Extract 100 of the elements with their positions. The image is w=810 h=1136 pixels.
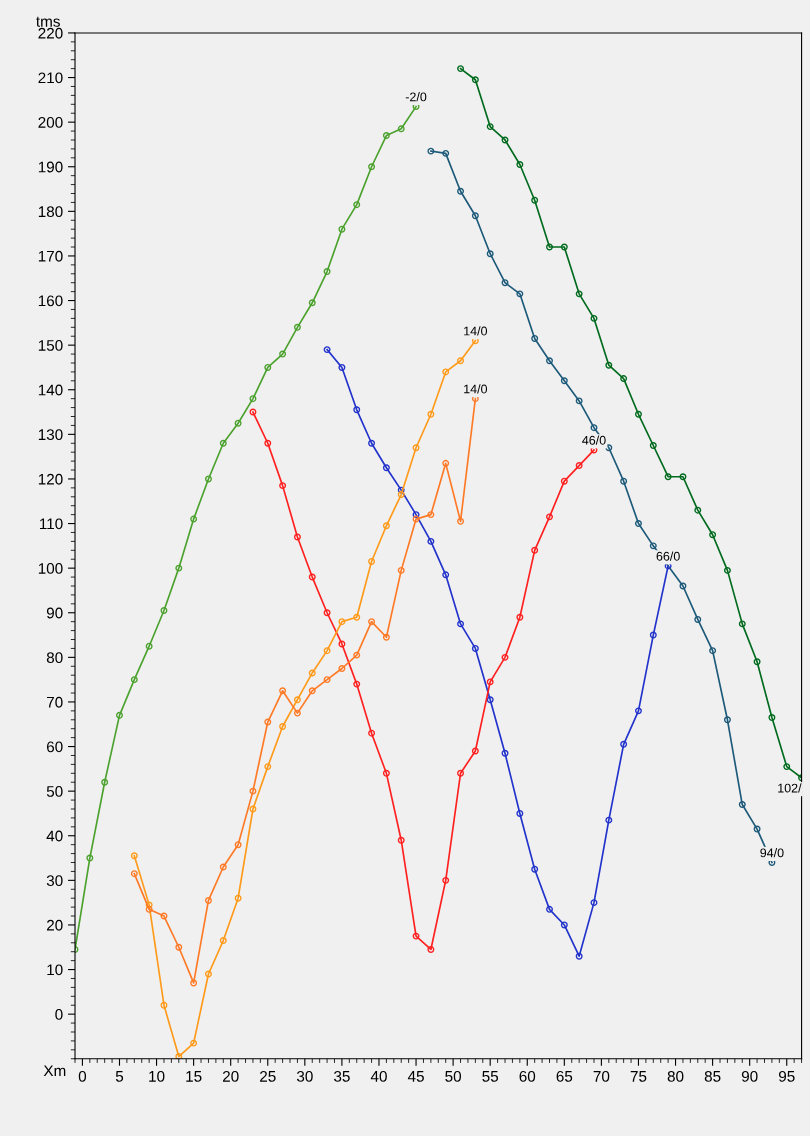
- point: [279, 482, 287, 490]
- point: [471, 212, 479, 220]
- point: [516, 161, 524, 168]
- point: [694, 506, 702, 514]
- point: [234, 894, 242, 902]
- point: [679, 473, 687, 481]
- point: [471, 76, 479, 84]
- point: [353, 201, 361, 209]
- y-axis-title: tms: [36, 16, 60, 27]
- annotation: 66/0: [656, 551, 680, 561]
- x-axis-title: Xm: [43, 1065, 66, 1076]
- point: [575, 462, 583, 470]
- point: [308, 669, 316, 677]
- point: [486, 696, 494, 704]
- point: [709, 647, 717, 655]
- point: [768, 714, 776, 722]
- x-tick-label: 95: [778, 1070, 795, 1082]
- point: [501, 653, 509, 661]
- line-series: [130, 395, 479, 987]
- point: [664, 473, 672, 481]
- point: [620, 375, 628, 383]
- y-tick-label: 190: [38, 161, 63, 173]
- point: [531, 546, 539, 554]
- point: [130, 852, 138, 860]
- x-tick-label: 55: [482, 1071, 499, 1082]
- point: [323, 676, 331, 684]
- point: [308, 299, 316, 307]
- point: [501, 749, 509, 757]
- x-tick-label: 70: [593, 1070, 610, 1082]
- point: [353, 613, 361, 621]
- point: [338, 618, 346, 626]
- x-tick-label: 25: [260, 1070, 276, 1082]
- point: [486, 250, 494, 258]
- y-tick-label: 10: [47, 964, 63, 976]
- point: [442, 368, 450, 376]
- point: [160, 607, 168, 614]
- x-tick-label: 45: [407, 1071, 424, 1082]
- y-tick-label: 140: [38, 384, 63, 396]
- y-tick-label: 70: [46, 696, 63, 708]
- point: [694, 615, 702, 623]
- annotation: 94/0: [760, 848, 784, 858]
- annotation: -2/0: [405, 92, 427, 102]
- y-tick-label: 120: [38, 473, 63, 485]
- point: [442, 571, 450, 579]
- point: [427, 511, 435, 519]
- point: [457, 769, 465, 777]
- point: [457, 65, 465, 73]
- point: [486, 123, 494, 131]
- point: [546, 905, 553, 913]
- point: [382, 132, 390, 139]
- x-tick-label: 5: [115, 1071, 124, 1082]
- point: [338, 665, 346, 672]
- point: [145, 905, 153, 913]
- point: [412, 444, 420, 452]
- x-tick-label: 30: [296, 1070, 313, 1082]
- point: [368, 163, 376, 171]
- point: [575, 397, 583, 405]
- point: [783, 763, 791, 771]
- point: [590, 314, 598, 322]
- point: [457, 357, 465, 365]
- annotation: 14/0: [464, 326, 488, 336]
- point: [293, 709, 301, 717]
- x-tick-label: 90: [741, 1070, 758, 1082]
- point: [130, 870, 138, 878]
- y-tick-label: 30: [46, 875, 63, 887]
- point: [427, 147, 435, 155]
- point: [442, 459, 450, 467]
- x-tick-label: 60: [519, 1070, 536, 1082]
- point: [323, 647, 331, 655]
- point: [723, 566, 731, 574]
- point: [457, 620, 465, 628]
- point: [397, 566, 405, 574]
- point: [293, 533, 301, 541]
- point: [323, 268, 331, 276]
- y-tick-label: 50: [46, 786, 63, 797]
- point: [338, 363, 346, 371]
- point: [709, 531, 717, 539]
- point: [486, 678, 494, 686]
- point: [590, 899, 598, 907]
- point: [427, 410, 435, 418]
- point: [368, 618, 376, 626]
- point: [649, 542, 657, 550]
- y-tick-label: 220: [38, 27, 63, 39]
- point: [145, 642, 153, 650]
- point: [457, 187, 465, 195]
- point: [160, 1001, 168, 1009]
- point: [546, 243, 553, 251]
- x-tick-label: 65: [556, 1070, 573, 1082]
- annotation: 46/0: [582, 435, 606, 445]
- y-tick-label: 0: [55, 1009, 63, 1020]
- point: [323, 346, 331, 354]
- point: [471, 644, 479, 652]
- point: [293, 323, 301, 331]
- point: [516, 290, 524, 298]
- point: [264, 363, 272, 371]
- point: [279, 723, 287, 730]
- point: [575, 290, 583, 298]
- x-tick-label: 40: [370, 1070, 387, 1082]
- x-tick-label: 35: [334, 1070, 350, 1082]
- point: [116, 711, 123, 719]
